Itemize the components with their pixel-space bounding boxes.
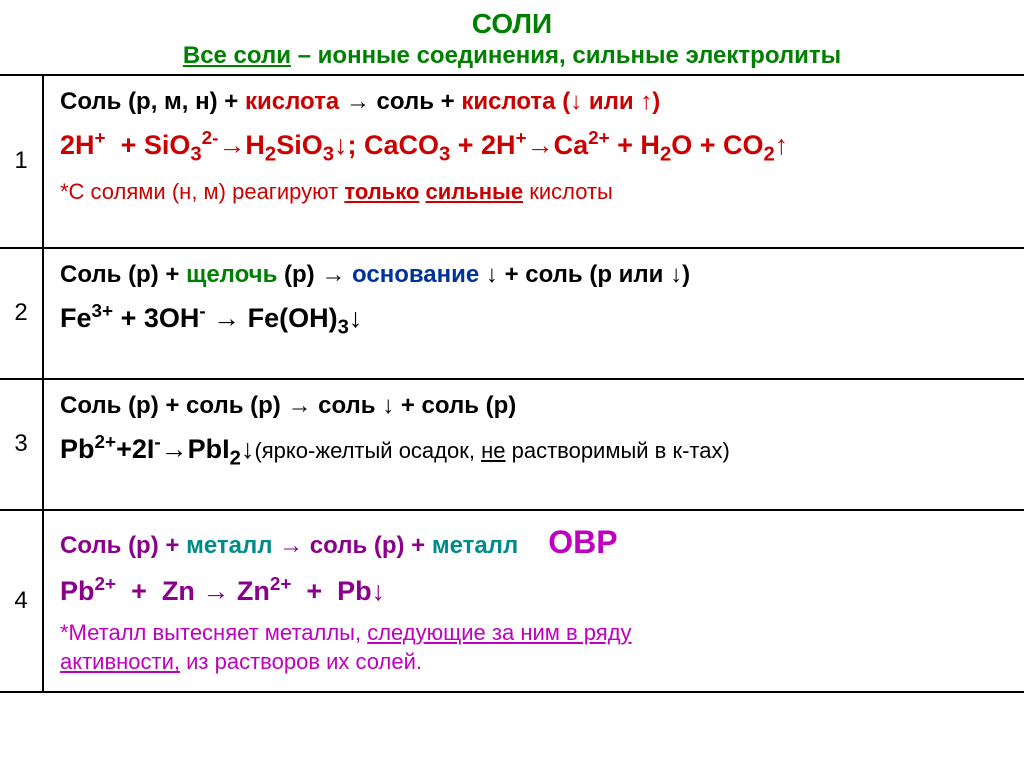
reaction-scheme: Соль (р) + соль (р) → соль ↓ + соль (р): [60, 390, 1008, 422]
reaction-scheme: Соль (р) + металл → соль (р) + металлОВР: [60, 521, 1008, 564]
subtitle-p1: Все соли: [183, 42, 291, 69]
row-number: 4: [0, 511, 44, 691]
row-number: 3: [0, 380, 44, 509]
equation: Fe3+ + 3OH- → Fe(OH)3↓: [60, 299, 1008, 342]
row-number: 1: [0, 76, 44, 247]
table-row: 4 Соль (р) + металл → соль (р) + металлО…: [0, 511, 1024, 693]
table-row: 1 Соль (р, м, н) + кислота → соль + кисл…: [0, 76, 1024, 249]
ovr-label: ОВР: [548, 524, 617, 560]
note: *С солями (н, м) реагируют только сильны…: [60, 177, 1008, 207]
row-number: 2: [0, 249, 44, 378]
note: *Металл вытесняет металлы, следующие за …: [60, 618, 1008, 677]
equation: Pb2++2I-→PbI2↓(ярко-желтый осадок, не ра…: [60, 430, 1008, 473]
equation: Pb2+ + Zn → Zn2+ + Pb↓: [60, 572, 1008, 609]
table-row: 3 Соль (р) + соль (р) → соль ↓ + соль (р…: [0, 380, 1024, 511]
subtitle-p2: – ионные соединения, сильные электролиты: [291, 42, 841, 69]
subtitle: Все соли – ионные соединения, сильные эл…: [0, 42, 1024, 70]
equation: 2H+ + SiO32-→H2SiO3↓; CaCO3 + 2H+→Ca2+ +…: [60, 126, 1008, 169]
salts-table: 1 Соль (р, м, н) + кислота → соль + кисл…: [0, 74, 1024, 693]
reaction-scheme: Соль (р, м, н) + кислота → соль + кислот…: [60, 86, 1008, 118]
table-row: 2 Соль (р) + щелочь (р) → основание ↓ + …: [0, 249, 1024, 380]
main-title: СОЛИ: [0, 8, 1024, 40]
reaction-scheme: Соль (р) + щелочь (р) → основание ↓ + со…: [60, 259, 1008, 291]
